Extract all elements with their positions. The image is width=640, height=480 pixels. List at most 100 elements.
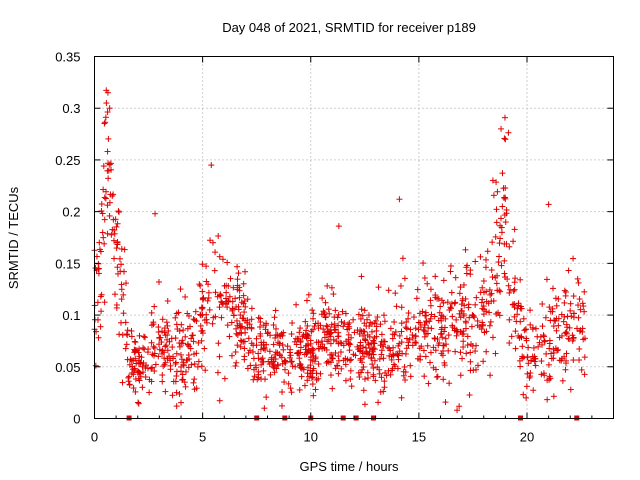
data-point [164, 298, 171, 305]
data-point [420, 347, 427, 354]
data-point [346, 319, 353, 326]
data-point [371, 357, 378, 364]
data-point [296, 386, 303, 393]
data-point [128, 369, 135, 376]
data-point [203, 319, 210, 326]
data-point [193, 385, 200, 392]
data-point [209, 320, 216, 327]
data-point [364, 369, 371, 376]
data-point [159, 316, 166, 323]
data-point [130, 385, 137, 392]
data-point [355, 311, 362, 318]
data-point [242, 325, 249, 332]
data-point [490, 297, 497, 304]
data-point [437, 331, 444, 338]
y-tick-label: 0.25 [55, 153, 80, 168]
data-point [425, 324, 432, 331]
data-point [128, 333, 135, 340]
data-point [365, 339, 372, 346]
data-point [447, 268, 454, 275]
data-point [380, 312, 387, 319]
data-point [113, 223, 120, 230]
data-point [136, 332, 143, 339]
data-point [303, 297, 310, 304]
data-point [262, 346, 269, 353]
data-point [162, 359, 169, 366]
data-point [437, 303, 444, 310]
data-point [438, 297, 445, 304]
data-point [474, 317, 481, 324]
data-point [402, 324, 409, 331]
data-point [191, 317, 198, 324]
data-point [449, 322, 456, 329]
data-point [116, 209, 123, 216]
data-point [139, 384, 146, 391]
data-point [303, 335, 310, 342]
data-point [272, 351, 279, 358]
data-point [121, 246, 128, 253]
data-point [118, 281, 125, 288]
data-point [265, 358, 272, 365]
data-point [105, 135, 112, 142]
data-point [519, 353, 526, 360]
data-point [296, 355, 303, 362]
data-point [454, 407, 461, 414]
data-point [486, 322, 493, 329]
data-point [260, 322, 267, 329]
data-point [101, 120, 108, 127]
data-point [484, 248, 491, 255]
data-point [480, 311, 487, 318]
data-point [562, 366, 569, 373]
data-point [463, 264, 470, 271]
data-point [136, 369, 143, 376]
data-point [200, 294, 207, 301]
y-tick-label: 0.1 [62, 308, 80, 323]
data-point [216, 397, 223, 404]
data-point [489, 334, 496, 341]
data-point [421, 333, 428, 340]
data-point [376, 370, 383, 377]
data-point [321, 329, 328, 336]
data-point [270, 321, 277, 328]
data-point [550, 349, 557, 356]
data-point [135, 368, 142, 375]
data-point [494, 272, 501, 279]
grid [94, 56, 614, 419]
data-point [253, 335, 260, 342]
data-point [296, 329, 303, 336]
x-tick-label: 15 [412, 430, 426, 445]
data-point [137, 360, 144, 367]
x-tick-label: 20 [520, 430, 534, 445]
data-point [342, 310, 349, 317]
data-point [102, 114, 109, 121]
data-point [388, 356, 395, 363]
data-point [398, 394, 405, 401]
data-point [101, 216, 108, 223]
data-point [204, 297, 211, 304]
data-point [499, 203, 506, 210]
data-point [405, 339, 412, 346]
y-tick-label: 0.15 [55, 256, 80, 271]
data-point [238, 299, 245, 306]
data-point [132, 339, 139, 346]
data-point [519, 343, 526, 350]
data-point [464, 342, 471, 349]
data-point [403, 335, 410, 342]
data-point [182, 333, 189, 340]
data-point [216, 253, 223, 260]
data-point [241, 309, 248, 316]
data-point [397, 282, 404, 289]
data-point [357, 355, 364, 362]
data-point [315, 325, 322, 332]
data-point [184, 341, 191, 348]
data-point [357, 315, 364, 322]
data-point [205, 294, 212, 301]
data-point [132, 348, 139, 355]
data-point [144, 365, 151, 372]
data-point [421, 275, 428, 282]
data-point [539, 300, 546, 307]
data-point [365, 374, 372, 381]
data-point [361, 401, 368, 408]
data-point [229, 305, 236, 312]
data-point [199, 295, 206, 302]
